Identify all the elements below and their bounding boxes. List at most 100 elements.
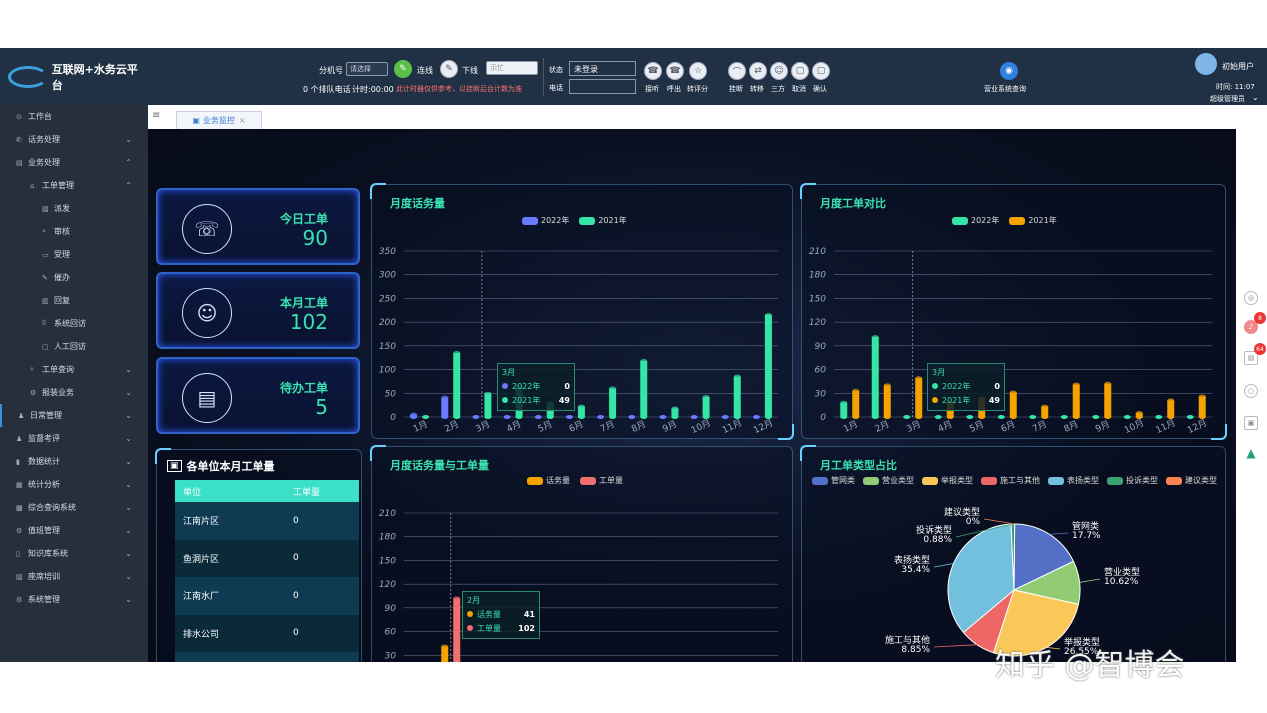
connect-icon[interactable]: ✎	[394, 60, 412, 78]
hangup-icon[interactable]: ⌒	[728, 62, 746, 80]
app-logo-small-icon[interactable]: ▲	[1246, 446, 1256, 460]
sidebar-item[interactable]: ▨ 座席培训 ⌄	[0, 565, 148, 588]
notification-icon[interactable]: ♪	[1244, 320, 1258, 334]
chevron-down-icon[interactable]: ⌄	[125, 503, 132, 512]
user-role[interactable]: 超级管理员	[1210, 95, 1245, 103]
legend-item[interactable]: 表扬类型	[1048, 475, 1099, 486]
user-avatar[interactable]	[1195, 53, 1217, 75]
action-transfer-score[interactable]: 转评分	[687, 85, 708, 93]
biz-query-link[interactable]: 营业系统查询	[984, 85, 1026, 93]
sidebar-item[interactable]: ▮ 数据统计 ⌄	[0, 450, 148, 473]
offline-icon[interactable]: ✎	[440, 60, 458, 78]
sidebar-item[interactable]: ⌕ 审核	[0, 220, 148, 243]
busy-mode-select[interactable]: 示忙	[486, 61, 538, 75]
legend-item[interactable]: 建议类型	[1166, 475, 1217, 486]
chevron-up-icon[interactable]: ⌃	[125, 181, 132, 190]
user-name[interactable]: 初始用户	[1222, 62, 1254, 71]
sidebar-item[interactable]: ▯ 知识库系统 ⌄	[0, 542, 148, 565]
extension-select[interactable]: 请选择	[346, 62, 388, 76]
sidebar-item[interactable]: ♟ 日常管理 ⌄	[0, 404, 148, 427]
action-cancel[interactable]: 取消	[792, 85, 806, 93]
action-three-way[interactable]: 三方	[771, 85, 785, 93]
sidebar-item[interactable]: ⚙ 系统管理 ⌄	[0, 588, 148, 611]
chevron-down-icon[interactable]: ⌄	[125, 457, 132, 466]
menu-toggle-icon[interactable]: ≡	[152, 110, 161, 121]
tooltip-value: 49	[558, 396, 570, 405]
chevron-up-icon[interactable]: ⌃	[125, 158, 132, 167]
sidebar-item[interactable]: ⌷ 系统回访	[0, 312, 148, 335]
search-icon[interactable]: ○	[1244, 384, 1258, 398]
sidebar-item[interactable]: ⊙ 工作台	[0, 105, 148, 128]
legend-item[interactable]: 管网类	[812, 475, 855, 486]
cancel-icon[interactable]: ▢	[791, 62, 809, 80]
chevron-down-icon[interactable]: ⌄	[125, 388, 132, 397]
y-tick-label: 0	[390, 413, 396, 423]
legend-item[interactable]: 2022年	[522, 215, 569, 226]
legend-item[interactable]: 营业类型	[863, 475, 914, 486]
legend-item[interactable]: 工单量	[580, 475, 623, 486]
sidebar-item[interactable]: ⚙ 值班管理 ⌄	[0, 519, 148, 542]
chevron-down-icon[interactable]: ⌄	[125, 572, 132, 581]
sidebar-item[interactable]: ▭ 受理	[0, 243, 148, 266]
legend-item[interactable]: 2022年	[952, 215, 999, 226]
legend-item[interactable]: 举报类型	[922, 475, 973, 486]
sidebar-item[interactable]: ▤ 业务处理 ⌃	[0, 151, 148, 174]
tab-business-monitor[interactable]: ▣ 业务监控 ×	[176, 111, 262, 129]
sidebar-item[interactable]: ✎ 催办	[0, 266, 148, 289]
three-way-icon[interactable]: ☺	[770, 62, 788, 80]
chevron-down-icon[interactable]: ⌄	[125, 549, 132, 558]
phone-field[interactable]	[569, 79, 636, 94]
eye-icon[interactable]: ◎	[1244, 291, 1258, 305]
sidebar-item[interactable]: ✆ 话务处理 ⌄	[0, 128, 148, 151]
dial-out-icon[interactable]: ☎	[666, 62, 684, 80]
sidebar-item[interactable]: ▧ 派发	[0, 197, 148, 220]
tab-close-icon[interactable]: ×	[238, 116, 246, 125]
chevron-down-icon[interactable]: ⌄	[125, 480, 132, 489]
sidebar-item-label: 监督考评	[28, 434, 60, 443]
action-transfer[interactable]: 转移	[750, 85, 764, 93]
chevron-down-icon[interactable]: ⌄	[125, 365, 132, 374]
chevron-down-icon[interactable]: ⌄	[125, 411, 132, 420]
action-confirm[interactable]: 确认	[813, 85, 827, 93]
bar-cap	[733, 374, 741, 379]
sidebar-item[interactable]: ♟ 监督考评 ⌄	[0, 427, 148, 450]
sidebar-item[interactable]: ▩ 综合查询系统 ⌄	[0, 496, 148, 519]
bar-cap	[441, 395, 449, 400]
action-answer[interactable]: 接听	[645, 85, 659, 93]
chevron-down-icon[interactable]: ⌄	[125, 135, 132, 144]
chevron-down-icon[interactable]: ⌄	[125, 595, 132, 604]
action-hangup[interactable]: 挂断	[729, 85, 743, 93]
legend-item[interactable]: 施工与其他	[981, 475, 1040, 486]
x-tick-label: 9月	[661, 419, 679, 435]
transfer-score-icon[interactable]: ☆	[689, 62, 707, 80]
sidebar-item[interactable]: ⌕ 工单查询 ⌄	[0, 358, 148, 381]
legend-item[interactable]: 2021年	[579, 215, 627, 226]
chevron-down-icon[interactable]: ⌄	[125, 526, 132, 535]
biz-query-icon[interactable]: ◉	[1000, 62, 1018, 80]
sidebar-item[interactable]: ▥ 回复	[0, 289, 148, 312]
message-icon[interactable]: ▤	[1244, 351, 1258, 365]
connect-label[interactable]: 连线	[417, 66, 433, 75]
answer-icon[interactable]: ☎	[644, 62, 662, 80]
bar-base	[1060, 415, 1068, 419]
sidebar-item[interactable]: ▢ 人工回访	[0, 335, 148, 358]
sidebar-item[interactable]: ⌂ 工单管理 ⌃	[0, 174, 148, 197]
chart-tooltip: 3月 2022年 0 2021年 49	[927, 363, 1005, 411]
confirm-icon[interactable]: ▢	[812, 62, 830, 80]
bar-base	[978, 415, 986, 419]
legend-item[interactable]: 2021年	[1009, 215, 1057, 226]
pie-label-name: 施工与其他	[885, 634, 930, 646]
legend-item[interactable]: 投诉类型	[1107, 475, 1158, 486]
action-dial-out[interactable]: 呼出	[667, 85, 681, 93]
contact-icon[interactable]: ▣	[1244, 416, 1258, 430]
transfer-icon[interactable]: ⇄	[749, 62, 767, 80]
chevron-down-icon[interactable]: ⌄	[125, 434, 132, 443]
sidebar-item[interactable]: ▦ 统计分析 ⌄	[0, 473, 148, 496]
bar-base	[609, 415, 617, 419]
chevron-down-icon[interactable]: ⌄	[1252, 93, 1259, 102]
legend-item[interactable]: 话务量	[527, 475, 570, 486]
kpi-card-today: ☏ 今日工单 90	[156, 188, 360, 265]
offline-label[interactable]: 下线	[462, 66, 478, 75]
bar-base	[903, 415, 911, 419]
sidebar-item[interactable]: ⚙ 报装业务 ⌄	[0, 381, 148, 404]
